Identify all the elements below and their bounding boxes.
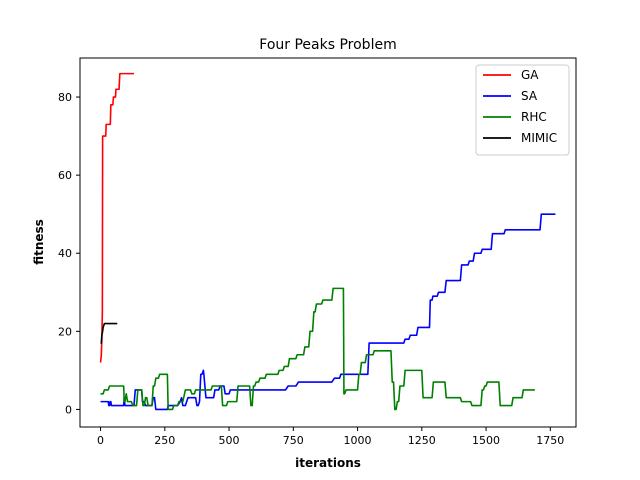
legend-label-ga: GA: [521, 68, 539, 82]
legend-box: [475, 64, 570, 156]
series-line-ga: [99, 72, 134, 363]
x-tick-label: 0: [97, 434, 104, 447]
x-tick-label: 250: [154, 434, 175, 447]
plot-lines: [99, 72, 556, 411]
legend: GA SA RHC MIMIC: [475, 64, 570, 156]
x-tick-label: 1250: [408, 434, 436, 447]
y-tick-label: 60: [58, 169, 72, 182]
legend-label-rhc: RHC: [521, 110, 547, 124]
x-tick-label: 750: [283, 434, 304, 447]
plot-frame: [79, 57, 577, 428]
series-line-rhc: [100, 287, 535, 411]
x-axis-title: iterations: [295, 456, 361, 470]
legend-label-mimic: MIMIC: [521, 131, 557, 145]
x-tick-label: 1750: [536, 434, 564, 447]
x-axis-ticks: 0 250 500 750 1000 1250 1500 1750: [97, 427, 564, 447]
y-axis-title: fitness: [32, 219, 46, 265]
y-tick-label: 0: [65, 403, 72, 416]
chart-title: Four Peaks Problem: [259, 37, 396, 53]
y-axis-ticks: 0 20 40 60 80: [58, 91, 80, 416]
y-tick-label: 80: [58, 91, 72, 104]
series-line-sa: [100, 213, 556, 411]
y-tick-label: 40: [58, 247, 72, 260]
legend-label-sa: SA: [521, 89, 538, 103]
series-line-mimic: [100, 322, 118, 344]
x-tick-label: 1000: [344, 434, 372, 447]
x-tick-label: 1500: [472, 434, 500, 447]
x-tick-label: 500: [219, 434, 240, 447]
y-tick-label: 20: [58, 325, 72, 338]
